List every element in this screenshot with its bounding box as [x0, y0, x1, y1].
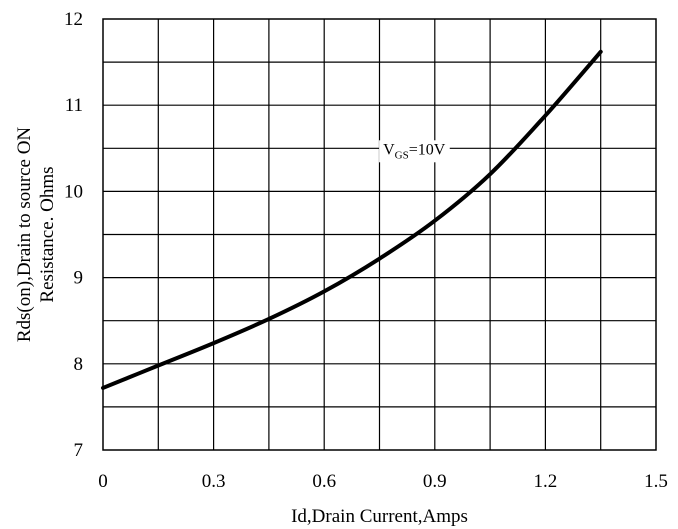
plot-frame	[102, 18, 657, 451]
y-tick-label: 11	[65, 95, 83, 116]
annotation-background	[379, 140, 450, 163]
x-axis-label: Id,Drain Current,Amps	[291, 506, 468, 527]
vgs-annotation: VGS=10V	[383, 141, 446, 161]
y-axis-label-line-2: Resistance. Ohms	[37, 166, 58, 302]
vgs-annotation-main: V	[383, 141, 395, 158]
y-tick-label: 10	[64, 181, 83, 202]
vgs-annotation-value: =10V	[409, 141, 446, 158]
x-tick-label: 0.9	[423, 471, 447, 492]
x-tick-label: 1.5	[644, 471, 668, 492]
x-tick-labels: 0 0.3 0.6 0.9 1.2 1.5	[98, 471, 668, 492]
y-tick-labels: 7 8 9 10 11 12	[64, 9, 83, 461]
y-tick-label: 9	[74, 268, 84, 289]
y-tick-label: 7	[74, 440, 84, 461]
vgs-annotation-subscript: GS	[395, 149, 409, 161]
series-line	[101, 49, 603, 390]
x-tick-label: 0	[98, 471, 108, 492]
y-axis-label-line-1: Rds(on),Drain to source ON	[14, 127, 35, 343]
x-tick-label: 1.2	[534, 471, 558, 492]
y-axis-label: Rds(on),Drain to source ON Resistance. O…	[14, 127, 58, 343]
x-tick-label: 0.3	[202, 471, 226, 492]
y-tick-label: 8	[74, 354, 84, 375]
x-tick-label: 0.6	[312, 471, 336, 492]
y-tick-label: 12	[64, 9, 83, 30]
